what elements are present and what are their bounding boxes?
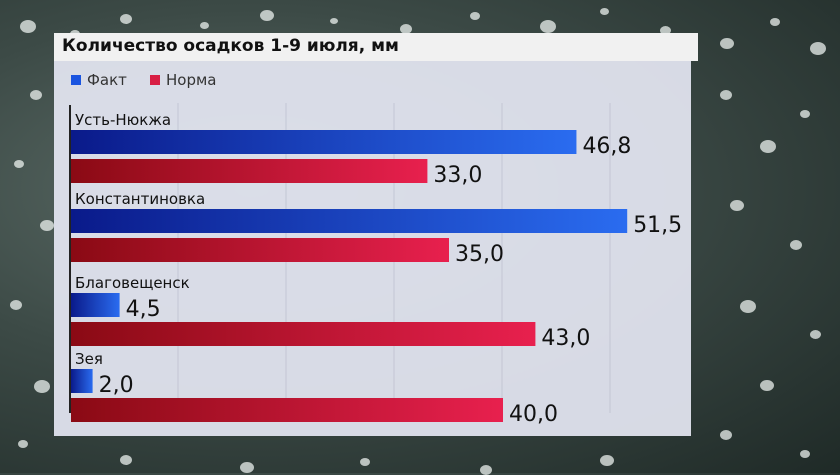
legend-item-fact: Факт [71,71,127,89]
rain-drop [600,455,614,466]
rain-drop [480,465,492,475]
bar-norm [71,322,536,346]
legend-item-norm: Норма [150,71,217,89]
rain-drop [400,24,412,34]
bar-norm [71,398,503,422]
rain-drop [720,38,734,49]
rain-drop [770,18,780,26]
chart-title: Количество осадков 1-9 июля, мм [62,36,399,56]
legend-swatch-fact [71,75,81,85]
category-label: Зея [75,350,103,368]
rain-drop [240,462,254,473]
title-bar: Количество осадков 1-9 июля, мм [54,33,698,61]
data-label: 46,8 [582,134,631,159]
data-label: 35,0 [455,242,504,267]
data-label: 40,0 [509,402,558,427]
data-label: 33,0 [433,163,482,188]
rain-drop [540,20,556,33]
rain-drop [20,20,36,33]
rain-drop [720,90,732,100]
rain-drop [720,430,732,440]
data-label: 2,0 [99,373,134,398]
rain-drop [660,26,671,35]
rain-drop [260,10,274,21]
rain-drop [200,22,209,29]
rain-drop [470,12,480,20]
rain-drop [600,8,609,15]
legend-label-norm: Норма [166,71,217,89]
rain-drop [40,220,54,231]
category-label: Константиновка [75,190,205,208]
category-label: Благовещенск [75,274,190,292]
rain-drop [120,14,132,24]
rain-drop [810,42,826,55]
bar-fact [71,293,120,317]
bar-fact [71,209,628,233]
bar-norm [71,159,428,183]
rain-drop [360,458,370,466]
rain-drop [30,90,42,100]
rain-drop [790,240,802,250]
rain-drop [740,300,756,313]
data-label: 43,0 [541,326,590,351]
rain-drop [34,380,50,393]
data-label: 51,5 [633,213,682,238]
bar-norm [71,238,449,262]
rain-drop [760,140,776,153]
bar-fact [71,369,93,393]
legend-label-fact: Факт [87,71,127,89]
rain-drop [120,455,132,465]
rain-drop [760,380,774,391]
rain-drop [810,330,821,339]
rain-drop [14,160,24,168]
bar-chart: Усть-Нюкжа 46,8 33,0 Константиновка 51,5 35,0… [69,103,682,427]
rain-drop [730,200,744,211]
rain-drop [10,300,22,310]
category-label: Усть-Нюкжа [75,111,171,129]
rain-drop [800,110,810,118]
rain-drop [330,18,338,24]
bar-fact [71,130,577,154]
data-label: 4,5 [126,297,161,322]
rain-drop [800,450,810,458]
rain-drop [18,440,28,448]
legend-swatch-norm [150,75,160,85]
chart-panel: Факт Норма Усть-Нюкжа 46,8 33,0 Константино… [54,61,691,436]
